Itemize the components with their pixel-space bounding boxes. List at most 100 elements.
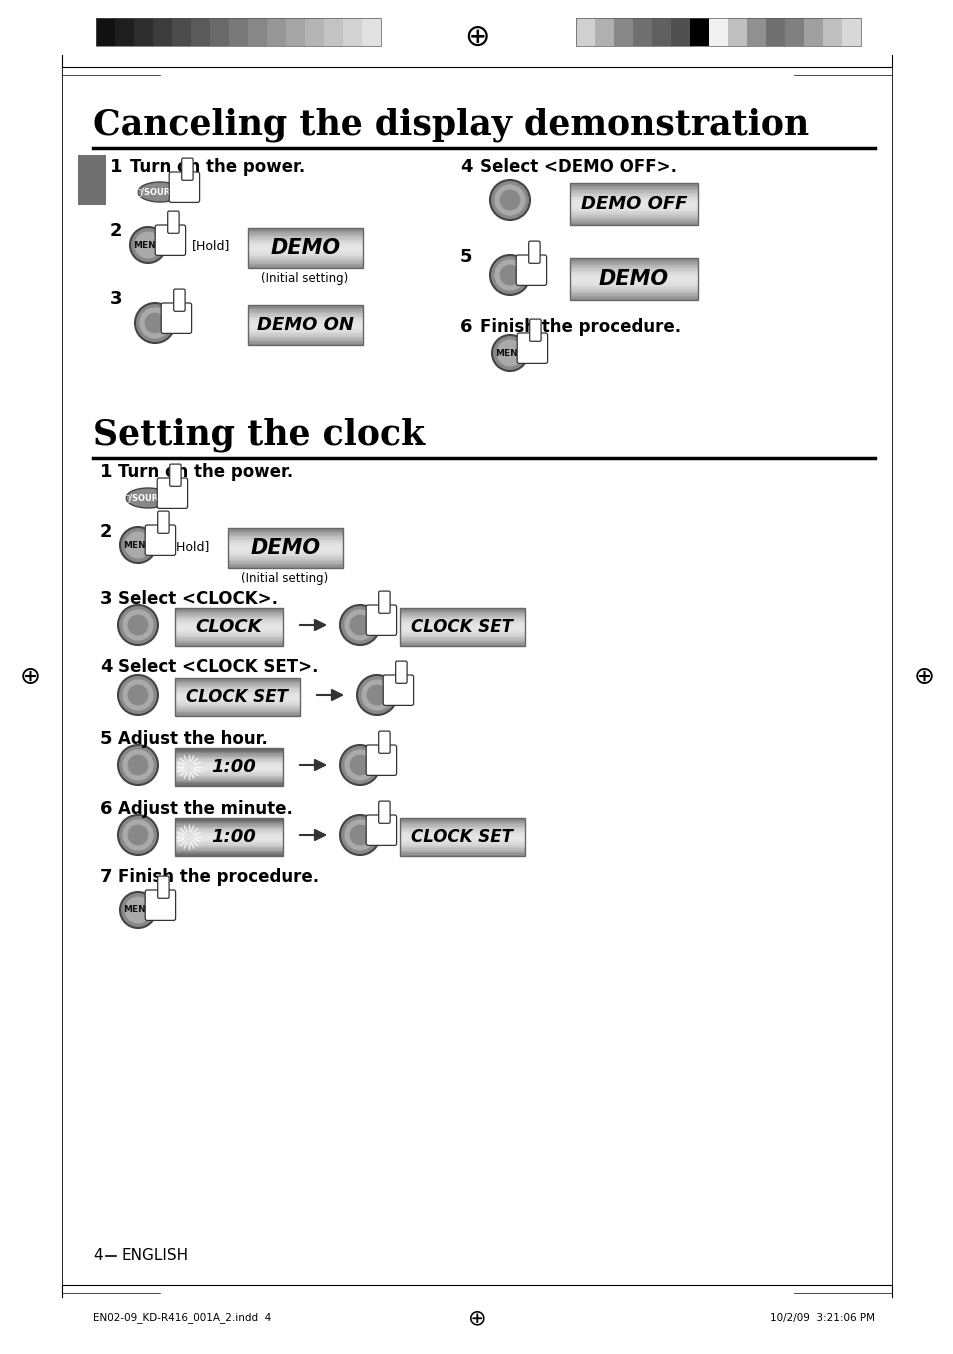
Circle shape (490, 255, 530, 295)
Bar (569, 286, 698, 287)
Circle shape (356, 676, 396, 715)
Circle shape (122, 819, 153, 850)
Circle shape (344, 749, 375, 781)
Text: DEMO: DEMO (270, 238, 340, 259)
Text: Select <CLOCK>.: Select <CLOCK>. (118, 590, 277, 608)
Bar (765, 18, 784, 46)
Circle shape (361, 680, 393, 711)
Bar (569, 203, 698, 204)
Circle shape (125, 532, 152, 558)
Bar (569, 297, 698, 299)
Text: Finish the procedure.: Finish the procedure. (479, 318, 680, 336)
Bar (569, 275, 698, 276)
Text: 10/2/09  3:21:06 PM: 10/2/09 3:21:06 PM (769, 1313, 874, 1323)
Text: ⊕: ⊕ (19, 665, 40, 689)
Bar (569, 206, 698, 207)
Circle shape (490, 180, 530, 219)
Circle shape (349, 615, 370, 635)
FancyBboxPatch shape (366, 815, 396, 845)
Bar (569, 209, 698, 210)
Bar (133, 18, 152, 46)
Bar (569, 207, 698, 209)
FancyBboxPatch shape (366, 605, 396, 635)
Bar (248, 18, 267, 46)
Bar (343, 18, 361, 46)
Bar (569, 199, 698, 200)
Text: 2: 2 (100, 523, 112, 542)
Text: Select <CLOCK SET>.: Select <CLOCK SET>. (118, 658, 318, 676)
Bar (576, 18, 861, 46)
Bar (569, 221, 698, 222)
Text: MENU: MENU (123, 540, 152, 550)
Circle shape (122, 609, 153, 640)
Text: Select <DEMO OFF>.: Select <DEMO OFF>. (479, 158, 677, 176)
Circle shape (145, 313, 165, 333)
Text: Adjust the hour.: Adjust the hour. (118, 730, 268, 747)
Bar (569, 196, 698, 199)
Text: 7: 7 (100, 868, 112, 886)
Bar (569, 274, 698, 275)
Bar (569, 187, 698, 188)
Bar (569, 299, 698, 301)
Bar (651, 18, 670, 46)
Text: Setting the clock: Setting the clock (92, 418, 425, 452)
Text: 1: 1 (110, 158, 122, 176)
Bar (174, 608, 283, 646)
Bar (174, 678, 299, 716)
Bar (569, 195, 698, 196)
Circle shape (366, 685, 387, 705)
FancyBboxPatch shape (170, 464, 181, 486)
Bar (569, 218, 698, 219)
Circle shape (499, 190, 519, 210)
Bar (569, 259, 698, 301)
Bar (78, 154, 106, 204)
Text: CLOCK SET: CLOCK SET (186, 688, 288, 705)
Text: ⏻/SOURCE: ⏻/SOURCE (125, 493, 171, 502)
Text: CLOCK SET: CLOCK SET (411, 617, 513, 636)
Circle shape (494, 184, 525, 215)
Bar (569, 295, 698, 297)
Circle shape (339, 605, 379, 645)
Bar (569, 260, 698, 261)
Bar (569, 264, 698, 265)
Circle shape (125, 896, 152, 923)
Bar (569, 191, 698, 192)
Text: 5: 5 (100, 730, 112, 747)
Bar (115, 18, 133, 46)
Text: 3: 3 (100, 590, 112, 608)
FancyBboxPatch shape (517, 333, 547, 363)
FancyBboxPatch shape (181, 158, 193, 180)
Bar (152, 18, 172, 46)
FancyBboxPatch shape (145, 890, 175, 921)
Bar (569, 284, 698, 286)
Text: DEMO: DEMO (598, 269, 668, 288)
Bar (96, 18, 115, 46)
Bar (569, 188, 698, 190)
Bar (569, 192, 698, 194)
FancyBboxPatch shape (157, 876, 169, 898)
Bar (569, 292, 698, 294)
Circle shape (139, 307, 171, 338)
Bar (569, 280, 698, 282)
Text: Turn on the power.: Turn on the power. (118, 463, 293, 481)
Text: (Initial setting): (Initial setting) (241, 571, 328, 585)
Bar (569, 185, 698, 187)
Bar (267, 18, 286, 46)
Circle shape (118, 815, 158, 854)
Text: ENGLISH: ENGLISH (122, 1248, 189, 1263)
Bar (569, 222, 698, 223)
Circle shape (128, 615, 149, 635)
Bar (633, 18, 651, 46)
Bar (569, 265, 698, 267)
Ellipse shape (138, 181, 182, 202)
Bar (569, 282, 698, 283)
Circle shape (130, 227, 166, 263)
Bar (174, 747, 283, 787)
Bar (569, 183, 698, 225)
FancyBboxPatch shape (366, 745, 396, 776)
Bar (569, 215, 698, 217)
Bar (286, 18, 305, 46)
Bar (841, 18, 861, 46)
Text: CLOCK SET: CLOCK SET (411, 829, 513, 846)
Bar (569, 259, 698, 260)
